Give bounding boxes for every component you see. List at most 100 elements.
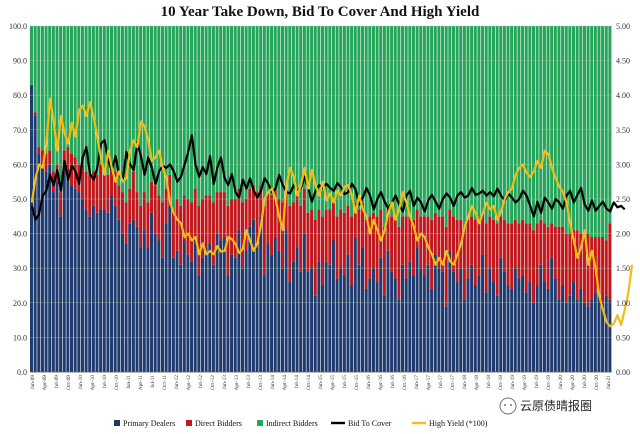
bar-indirect-bidders — [582, 26, 586, 238]
line-bid-to-cover — [30, 134, 626, 221]
bar-primary-dealers — [146, 247, 150, 372]
bar-direct-bidders — [219, 192, 223, 241]
y-tick-label: 20.0 — [13, 299, 27, 308]
bar-primary-dealers — [113, 205, 117, 372]
bar-direct-bidders — [233, 199, 237, 258]
bar-primary-dealers — [426, 264, 430, 372]
y-tick-label: 40.0 — [13, 230, 27, 239]
y2-tick-label: 3.50 — [616, 126, 630, 135]
x-tick-label: Apr-12 — [186, 375, 192, 391]
x-tick-label: Jan-14 — [270, 375, 276, 390]
bar-primary-dealers — [190, 261, 194, 372]
bar-direct-bidders — [386, 209, 390, 251]
bar-direct-bidders — [48, 150, 52, 165]
bar-direct-bidders — [426, 216, 430, 265]
bar-indirect-bidders — [379, 26, 383, 210]
bar-primary-dealers — [237, 230, 241, 372]
bar-primary-dealers — [444, 306, 448, 372]
bar-primary-dealers — [568, 295, 572, 372]
bar-indirect-bidders — [401, 26, 405, 217]
x-tick-label: Jul-09 — [54, 375, 60, 389]
bar-primary-dealers — [350, 285, 354, 372]
watermark-text: 云原债晴报圈 — [520, 398, 592, 413]
bar-indirect-bidders — [171, 26, 175, 210]
bar-direct-bidders — [422, 216, 426, 276]
bar-indirect-bidders — [302, 26, 306, 189]
x-tick-label: Oct-18 — [498, 375, 504, 390]
bar-primary-dealers — [164, 223, 168, 372]
y2-tick-label: 4.00 — [616, 91, 630, 100]
bar-indirect-bidders — [113, 26, 117, 172]
y-tick-label: 100.0 — [9, 22, 27, 31]
bar-primary-dealers — [586, 306, 590, 372]
bar-indirect-bidders — [230, 26, 234, 199]
bar-primary-dealers — [128, 223, 132, 372]
x-tick-label: Apr-16 — [378, 375, 384, 391]
y-tick-label: 30.0 — [13, 264, 27, 273]
bar-primary-dealers — [491, 282, 495, 372]
bar-primary-dealers — [590, 299, 594, 372]
x-tick-label: Jul-19 — [534, 375, 540, 389]
bar-primary-dealers — [131, 219, 135, 372]
bar-primary-dealers — [91, 205, 95, 372]
bar-direct-bidders — [437, 216, 441, 269]
bar-direct-bidders — [404, 216, 408, 279]
bar-direct-bidders — [324, 209, 328, 262]
bar-primary-dealers — [524, 292, 528, 372]
bar-direct-bidders — [546, 226, 550, 289]
bar-primary-dealers — [266, 243, 270, 372]
y2-tick-label: 0.50 — [616, 333, 630, 342]
bar-indirect-bidders — [390, 26, 394, 217]
bar-primary-dealers — [197, 275, 201, 372]
bar-indirect-bidders — [353, 26, 357, 203]
bar-direct-bidders — [339, 209, 343, 269]
bar-primary-dealers — [110, 195, 114, 372]
bar-indirect-bidders — [321, 26, 325, 217]
bar-primary-dealers — [233, 257, 237, 372]
bar-direct-bidders — [441, 216, 445, 272]
x-tick-label: Jul-10 — [102, 375, 108, 389]
bar-direct-bidders — [142, 192, 146, 231]
bar-primary-dealers — [466, 278, 470, 372]
bar-indirect-bidders — [91, 26, 95, 172]
bar-direct-bidders — [80, 164, 84, 199]
bar-primary-dealers — [528, 282, 532, 372]
bar-direct-bidders — [495, 223, 499, 296]
bar-direct-bidders — [262, 205, 266, 276]
bar-primary-dealers — [157, 240, 161, 372]
bar-direct-bidders — [470, 216, 474, 265]
bar-primary-dealers — [422, 275, 426, 372]
bar-indirect-bidders — [557, 26, 561, 227]
bar-primary-dealers — [335, 278, 339, 372]
bar-indirect-bidders — [284, 26, 288, 193]
bar-indirect-bidders — [335, 26, 339, 217]
bar-primary-dealers — [270, 254, 274, 372]
bar-primary-dealers — [579, 288, 583, 372]
bar-indirect-bidders — [244, 26, 248, 199]
bar-indirect-bidders — [128, 26, 132, 189]
bar-indirect-bidders — [226, 26, 230, 206]
bar-indirect-bidders — [542, 26, 546, 224]
bar-primary-dealers — [542, 282, 546, 372]
bar-indirect-bidders — [160, 26, 164, 203]
bar-primary-dealers — [488, 268, 492, 372]
x-tick-label: Jul-11 — [150, 375, 156, 389]
bar-indirect-bidders — [531, 26, 536, 231]
bar-indirect-bidders — [513, 26, 517, 220]
bar-direct-bidders — [146, 202, 150, 248]
bar-indirect-bidders — [164, 26, 168, 189]
bar-direct-bidders — [491, 219, 495, 283]
bar-primary-dealers — [608, 299, 612, 372]
bar-primary-dealers — [597, 295, 601, 372]
bar-direct-bidders — [524, 223, 528, 293]
bar-primary-dealers — [226, 275, 230, 372]
bar-primary-dealers — [277, 250, 281, 372]
bar-indirect-bidders — [415, 26, 419, 210]
bar-indirect-bidders — [182, 26, 186, 196]
bar-primary-dealers — [117, 219, 121, 372]
legend: Primary Dealers Direct Bidders Indirect Bi… — [114, 419, 488, 428]
bar-primary-dealers — [160, 257, 164, 372]
bar-direct-bidders — [295, 195, 299, 248]
bar-indirect-bidders — [259, 26, 263, 186]
